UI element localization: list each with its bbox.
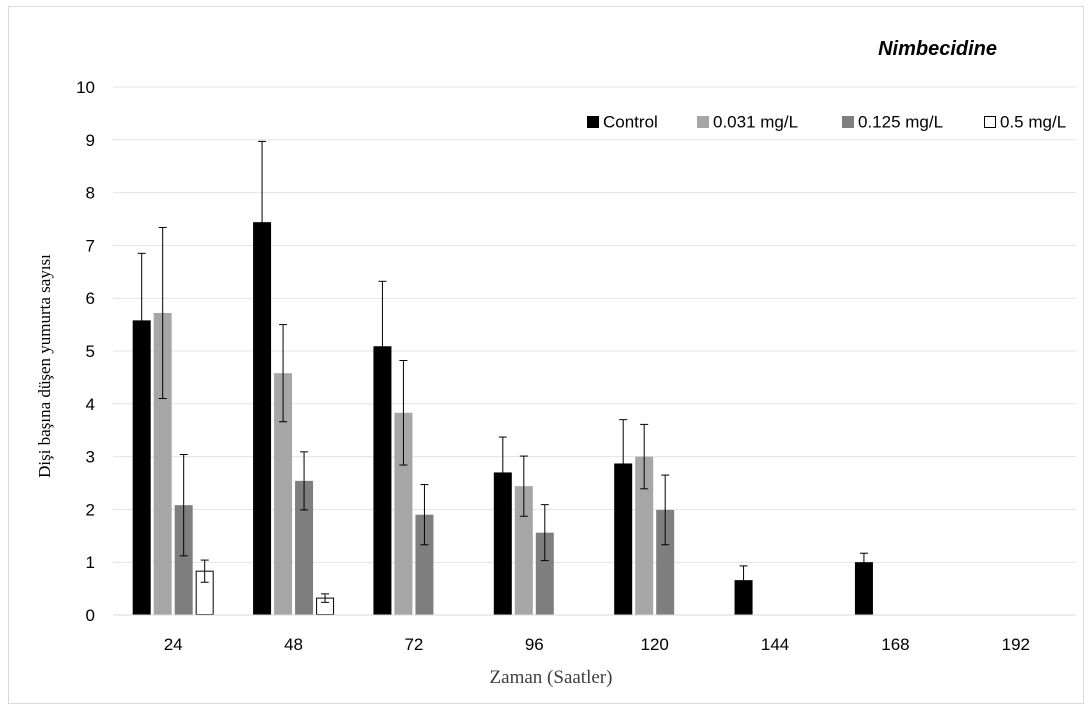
error-bar	[158, 226, 167, 400]
y-tick-label: 1	[86, 553, 95, 572]
x-tick-label: 24	[164, 635, 183, 654]
bar	[635, 456, 654, 615]
bar	[373, 346, 392, 615]
bar	[493, 472, 512, 615]
bar	[656, 509, 675, 615]
y-tick-label: 6	[86, 289, 95, 308]
y-tick-label: 9	[86, 131, 95, 150]
bar	[535, 532, 554, 615]
bar	[153, 312, 172, 615]
error-bar	[739, 565, 748, 595]
bar	[174, 505, 193, 615]
legend: Control 0.031 mg/L 0.125 mg/L 0.5 mg/L	[587, 113, 1066, 132]
y-tick-label: 10	[76, 78, 95, 97]
legend-label: 0.031 mg/L	[713, 113, 798, 132]
bar	[132, 320, 151, 615]
error-bar	[420, 484, 429, 546]
error-bar	[200, 559, 209, 583]
error-bar	[279, 324, 288, 423]
error-bar	[540, 504, 549, 562]
legend-item: 0.125 mg/L	[842, 113, 943, 132]
legend-swatch	[984, 116, 996, 128]
gridlines	[113, 86, 1076, 563]
error-bar	[619, 419, 628, 508]
bar	[734, 580, 753, 615]
bar	[295, 480, 314, 615]
legend-swatch	[842, 116, 854, 128]
legend-item: 0.5 mg/L	[984, 113, 1066, 132]
legend-swatch	[587, 116, 599, 128]
y-tick-label: 4	[86, 395, 95, 414]
x-tick-label: 192	[1002, 635, 1030, 654]
legend-label: 0.5 mg/L	[1000, 113, 1066, 132]
bar	[415, 514, 434, 615]
error-bar	[661, 474, 670, 546]
y-tick-labels: 0 1 2 3 4 5 6 7 8 9 10	[76, 78, 95, 625]
error-bar	[640, 423, 649, 490]
error-bar	[859, 552, 868, 572]
error-bar	[498, 436, 507, 509]
y-tick-label: 7	[86, 236, 95, 255]
legend-label: 0.125 mg/L	[858, 113, 943, 132]
y-tick-label: 0	[86, 606, 95, 625]
error-bar	[378, 280, 387, 412]
x-tick-label: 48	[284, 635, 303, 654]
bar	[253, 222, 272, 615]
bar	[614, 463, 633, 615]
x-tick-label: 72	[404, 635, 423, 654]
x-tick-label: 96	[525, 635, 544, 654]
x-tick-label: 120	[641, 635, 669, 654]
x-tick-label: 144	[761, 635, 789, 654]
error-bar	[258, 140, 267, 304]
legend-item: Control	[587, 113, 658, 132]
y-tick-label: 3	[86, 448, 95, 467]
bar	[394, 412, 413, 615]
y-tick-label: 5	[86, 342, 95, 361]
bars	[132, 222, 873, 616]
error-bar	[399, 360, 408, 466]
error-bars	[137, 140, 868, 603]
y-tick-label: 2	[86, 500, 95, 519]
chart-title: Nimbecidine	[878, 38, 997, 60]
error-bar	[300, 451, 309, 511]
error-bar	[179, 453, 188, 557]
error-bar	[137, 252, 146, 388]
x-axis-title: Zaman (Saatler)	[490, 667, 613, 688]
error-bar	[519, 455, 528, 517]
x-tick-labels: 24 48 72 96 120 144 168 192	[164, 635, 1030, 654]
error-bar	[321, 593, 330, 603]
y-axis-title: Dişi başına düşen yumurta sayısı	[35, 254, 54, 478]
y-tick-label: 8	[86, 184, 95, 203]
bar	[854, 562, 873, 615]
legend-swatch	[697, 116, 709, 128]
legend-item: 0.031 mg/L	[697, 113, 798, 132]
bar	[514, 486, 533, 615]
x-tick-label: 168	[881, 635, 909, 654]
bar	[274, 373, 293, 615]
legend-label: Control	[603, 113, 658, 132]
